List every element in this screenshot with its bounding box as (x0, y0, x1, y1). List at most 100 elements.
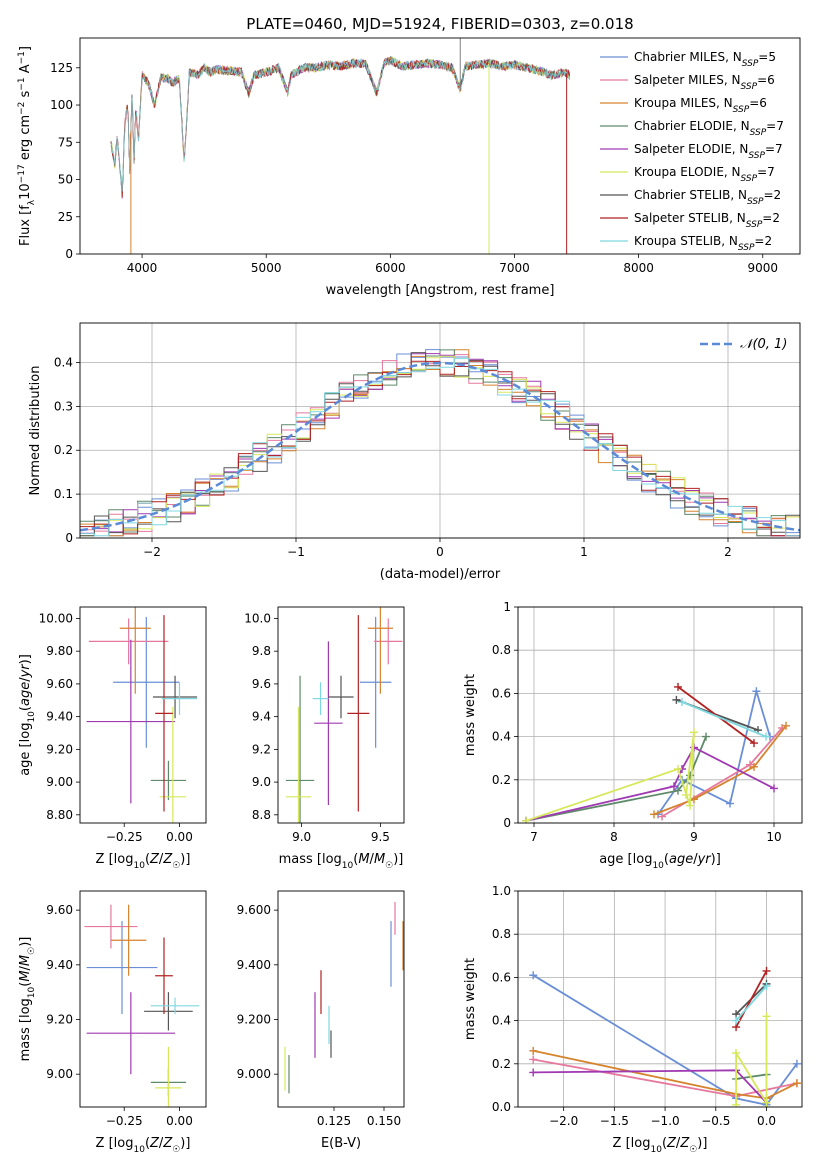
weight-point-marker (674, 682, 682, 691)
x-tick-label: 9000 (747, 261, 778, 275)
y-tick-label: 9.00 (46, 1067, 73, 1081)
weight-point-marker (732, 1100, 741, 1107)
plot-frame (277, 890, 405, 1108)
weight-point-marker (726, 799, 734, 808)
spectrum-series-line (110, 56, 571, 191)
x-tick-label: 9.0 (292, 830, 311, 844)
errorbar-marks (86, 607, 198, 823)
y-axis-label: mass [log10(M/M☉)] (18, 937, 37, 1062)
residuals-panel: −2 −1 0 1 2 0 0.1 0.2 0.3 0.4 (data-model)/error No… (28, 322, 801, 582)
spectrum-series-line (110, 57, 570, 199)
y-axis-label: Flux [fλ10−17 erg cm−2 s−1 A−1] (17, 46, 37, 246)
y-tick-label: 9.2 (252, 742, 271, 756)
y-tick-label: 9.60 (46, 903, 73, 917)
y-tick-label: 9.200 (237, 1013, 271, 1027)
weight-point-marker (782, 721, 790, 730)
y-tick-label: 1 (503, 600, 511, 614)
x-tick-label: 0 (436, 545, 444, 559)
x-tick-label: 7000 (499, 261, 530, 275)
mass-vs-ebv-panel: 0.125 0.150 9.000 9.200 9.400 9.600 E(B-V) (237, 890, 405, 1151)
weight-point-marker (770, 784, 778, 793)
weight-point-marker (650, 810, 658, 819)
weight-point-marker (522, 816, 530, 823)
x-tick-label: 9.5 (371, 830, 390, 844)
weight-series-line (525, 736, 707, 822)
y-axis-label: age [log10(age/yr)] (18, 654, 37, 776)
spectrum-panel: 4000 5000 6000 7000 8000 9000 0 25 50 75 100 125 wav… (17, 37, 801, 298)
errorbar-marks (285, 607, 403, 823)
x-tick-label: −2 (143, 545, 161, 559)
y-tick-label: 9.60 (46, 677, 73, 691)
weight-point-marker (686, 771, 694, 780)
weight-point-marker (792, 1059, 801, 1068)
weight-series-line (525, 746, 775, 822)
errorbar-marks (284, 901, 404, 1094)
x-tick-label: 9 (690, 830, 698, 844)
weight-point-marker (702, 732, 710, 741)
weight-point-marker (690, 728, 698, 737)
x-axis-label: wavelength [Angstrom, rest frame] (326, 283, 555, 298)
y-tick-label: 0.6 (492, 970, 511, 984)
y-tick-label: 0.2 (492, 773, 511, 787)
weight-point-marker (670, 782, 678, 791)
legend-entry: Kroupa ELODIE, NSSP=7 (634, 165, 775, 184)
weight-point-marker (732, 1016, 741, 1025)
x-tick-label: 5000 (251, 261, 282, 275)
x-axis-label: Z [log10(Z/Z☉)] (96, 852, 191, 871)
gaussian-reference-curve (80, 361, 800, 532)
weight-vs-age-panel: 7 8 9 10 0 0.2 0.4 0.6 0.8 1 age [log10(age/yr)] ma… (463, 600, 803, 871)
y-tick-label: 8.8 (252, 808, 271, 822)
y-tick-label: 1.0 (492, 884, 511, 898)
spectrum-series-line (110, 55, 571, 193)
weight-point-marker (762, 1098, 771, 1107)
plot-frame (517, 606, 803, 824)
y-tick-label: 0.0 (492, 1100, 511, 1114)
y-tick-label: 50 (58, 173, 73, 187)
y-tick-label: 9.6 (252, 677, 271, 691)
x-tick-label: 8000 (623, 261, 654, 275)
figure-title: PLATE=0460, MJD=51924, FIBERID=0303, z=0… (246, 15, 633, 33)
y-tick-label: 9.40 (46, 710, 73, 724)
x-axis-label: Z [log10(Z/Z☉)] (96, 1136, 191, 1155)
weight-point-marker (690, 795, 698, 804)
weight-point-marker (529, 1055, 538, 1064)
weight-series-line (735, 1016, 768, 1106)
y-axis-label: Normed distribution (28, 366, 43, 496)
weight-point-marker (672, 695, 681, 704)
x-tick-label: 4000 (127, 261, 158, 275)
spectrum-series-line (110, 56, 571, 198)
x-tick-label: −0.5 (701, 1114, 730, 1128)
legend-entry: Kroupa STELIB, NSSP=2 (634, 234, 772, 253)
y-tick-label: 0 (503, 816, 511, 830)
y-tick-label: 0 (65, 247, 73, 261)
weight-point-marker (682, 790, 690, 799)
x-tick-label: 6000 (375, 261, 406, 275)
weight-lines (522, 682, 790, 823)
weight-point-marker (762, 966, 771, 975)
plot-frame (517, 890, 803, 1108)
spectrum-lines (110, 38, 571, 254)
weight-lines (529, 966, 801, 1107)
y-tick-label: 0.1 (54, 487, 73, 501)
age-vs-Z-panel: −0.25 0.00 8.80 9.00 9.20 9.40 9.60 9.80 10.00 Z … (18, 606, 207, 871)
y-tick-label: 0.8 (492, 643, 511, 657)
y-tick-label: 9.20 (46, 1013, 73, 1027)
weight-point-marker (658, 812, 666, 821)
weight-point-marker (674, 786, 682, 795)
x-tick-label: 1 (580, 545, 588, 559)
y-tick-label: 9.4 (252, 710, 271, 724)
x-tick-label: −1.0 (651, 1114, 680, 1128)
plot-frame (277, 606, 405, 824)
y-tick-label: 10.0 (244, 611, 271, 625)
y-axis-label: mass weight (463, 674, 478, 756)
weight-point-marker (674, 765, 682, 773)
x-tick-label: −1.5 (600, 1114, 629, 1128)
plot-frame (79, 322, 801, 539)
weight-point-marker (762, 732, 770, 741)
y-tick-label: 125 (50, 61, 73, 75)
legend-entry: Chabrier STELIB, NSSP=2 (634, 188, 781, 207)
y-tick-label: 9.600 (237, 903, 271, 917)
spectrum-series-line (110, 56, 571, 198)
x-axis-label: Z [log10(Z/Z☉)] (613, 1136, 708, 1155)
